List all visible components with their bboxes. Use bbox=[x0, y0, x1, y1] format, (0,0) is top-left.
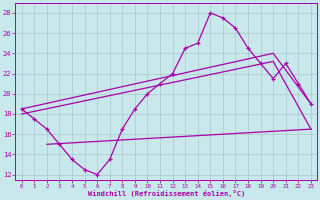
X-axis label: Windchill (Refroidissement éolien,°C): Windchill (Refroidissement éolien,°C) bbox=[88, 190, 245, 197]
